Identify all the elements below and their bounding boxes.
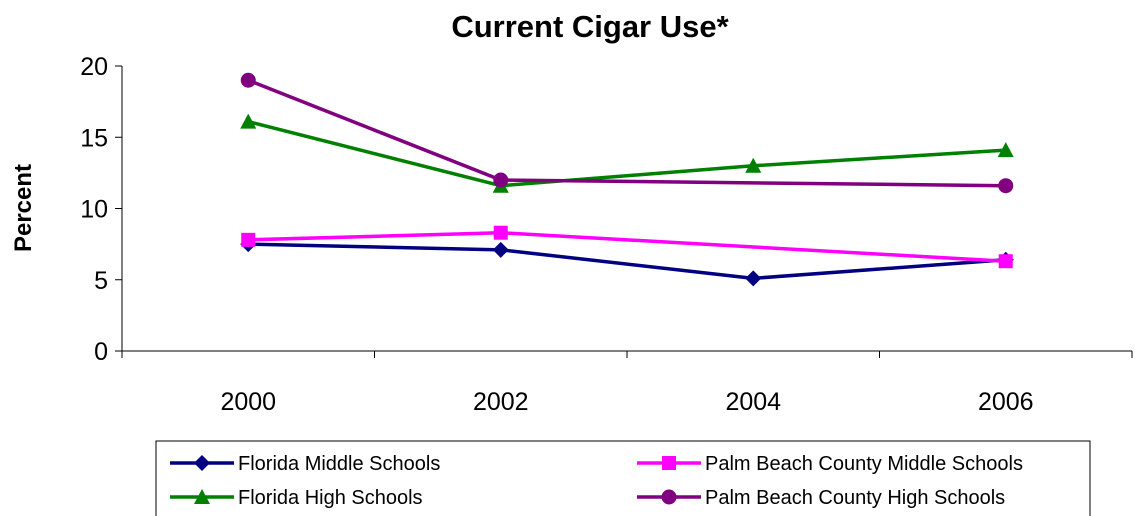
data-point	[998, 178, 1014, 194]
x-tick-label: 2004	[725, 388, 781, 416]
x-tick-label: 2002	[473, 388, 529, 416]
data-point	[745, 157, 762, 173]
data-point	[240, 113, 257, 129]
data-point	[493, 172, 509, 188]
legend-marker	[662, 456, 676, 470]
series-line	[247, 78, 1006, 188]
y-tick-label: 10	[80, 196, 108, 224]
data-point	[745, 270, 762, 287]
legend-label: Palm Beach County High Schools	[705, 487, 1005, 509]
legend-label: Palm Beach County Middle Schools	[705, 453, 1023, 475]
series-2	[240, 113, 1014, 193]
legend-marker	[194, 489, 210, 504]
legend-item: Palm Beach County Middle Schools	[637, 453, 1023, 475]
data-point	[998, 254, 1013, 269]
data-point	[492, 241, 509, 258]
series-line	[248, 242, 1006, 281]
data-point	[240, 72, 256, 88]
series-1	[241, 225, 1013, 269]
axes: 0 5 10 15 20 2000 2002 2004 2006	[80, 53, 1133, 416]
legend-marker	[661, 489, 677, 505]
y-tick-label: 5	[94, 267, 108, 295]
series-layer	[240, 72, 1014, 287]
y-tick-label: 20	[80, 53, 108, 81]
y-tick-label: 0	[94, 338, 108, 366]
legend-label: Florida High Schools	[238, 487, 423, 509]
y-tick-label: 15	[80, 124, 108, 152]
series-3	[240, 72, 1014, 194]
series-0	[240, 236, 1014, 287]
legend: Florida Middle Schools Palm Beach County …	[155, 440, 1091, 516]
legend-item: Florida Middle Schools	[170, 453, 440, 475]
x-tick-label: 2006	[978, 388, 1034, 416]
x-tick-label: 2000	[220, 388, 276, 416]
data-point	[241, 232, 256, 247]
legend-item: Palm Beach County High Schools	[637, 487, 1005, 509]
data-point	[493, 225, 508, 240]
chart-title: Current Cigar Use*	[451, 9, 729, 44]
legend-marker	[194, 455, 210, 471]
legend-item: Florida High Schools	[170, 487, 423, 509]
legend-label: Florida Middle Schools	[238, 453, 440, 475]
y-axis-label: Percent	[10, 164, 37, 252]
series-line	[247, 119, 1006, 188]
legend-box	[155, 440, 1091, 516]
data-point	[997, 142, 1014, 158]
